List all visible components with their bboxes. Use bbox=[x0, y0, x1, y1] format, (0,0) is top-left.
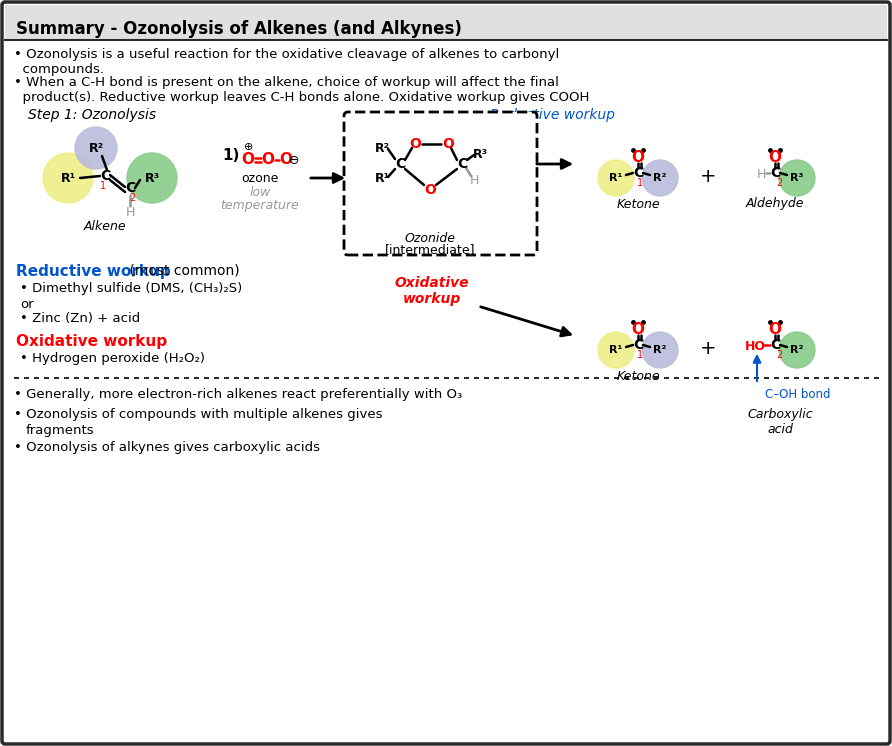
Text: R¹: R¹ bbox=[609, 345, 623, 355]
Text: ozone: ozone bbox=[242, 172, 278, 186]
Circle shape bbox=[75, 127, 117, 169]
Text: +: + bbox=[699, 166, 716, 186]
Text: Summary - Ozonolysis of Alkenes (and Alkynes): Summary - Ozonolysis of Alkenes (and Alk… bbox=[16, 20, 462, 38]
Text: H: H bbox=[756, 169, 765, 181]
Text: 1: 1 bbox=[637, 178, 643, 188]
Text: Ketone: Ketone bbox=[616, 369, 660, 383]
Text: R²: R² bbox=[375, 142, 390, 154]
Text: Oxidative
workup: Oxidative workup bbox=[395, 276, 469, 306]
Text: R²: R² bbox=[653, 345, 666, 355]
Text: R²: R² bbox=[653, 173, 666, 183]
Circle shape bbox=[779, 332, 815, 368]
Text: O: O bbox=[442, 137, 454, 151]
Text: ⊕: ⊕ bbox=[244, 142, 253, 152]
Text: Carboxylic
acid: Carboxylic acid bbox=[747, 408, 813, 436]
Text: H: H bbox=[125, 207, 135, 219]
Text: Oxidative workup: Oxidative workup bbox=[16, 334, 167, 349]
Text: O: O bbox=[632, 149, 645, 165]
Text: R³: R³ bbox=[145, 172, 160, 184]
Text: ⊖: ⊖ bbox=[289, 154, 299, 166]
Text: R²: R² bbox=[790, 345, 804, 355]
Text: • Hydrogen peroxide (H₂O₂): • Hydrogen peroxide (H₂O₂) bbox=[20, 352, 205, 365]
Circle shape bbox=[642, 332, 678, 368]
Text: C: C bbox=[770, 166, 780, 180]
FancyBboxPatch shape bbox=[5, 5, 887, 40]
Text: • Ozonolysis of compounds with multiple alkenes gives: • Ozonolysis of compounds with multiple … bbox=[14, 408, 383, 421]
Text: • Generally, more electron-rich alkenes react preferentially with O₃: • Generally, more electron-rich alkenes … bbox=[14, 388, 462, 401]
Text: R²: R² bbox=[88, 142, 103, 154]
Text: C: C bbox=[457, 157, 467, 171]
Circle shape bbox=[43, 153, 93, 203]
Text: C: C bbox=[100, 169, 110, 183]
Text: temperature: temperature bbox=[220, 198, 300, 212]
Text: (most common): (most common) bbox=[125, 264, 239, 278]
Text: +: + bbox=[699, 339, 716, 357]
Text: C: C bbox=[633, 166, 643, 180]
Text: R³: R³ bbox=[473, 148, 488, 160]
Circle shape bbox=[598, 332, 634, 368]
Text: fragments: fragments bbox=[26, 424, 95, 437]
Text: • When a C-H bond is present on the alkene, choice of workup will affect the fin: • When a C-H bond is present on the alke… bbox=[14, 76, 559, 89]
Text: HO: HO bbox=[745, 339, 765, 353]
Text: R³: R³ bbox=[790, 173, 804, 183]
Circle shape bbox=[127, 153, 177, 203]
Text: C: C bbox=[125, 181, 135, 195]
FancyBboxPatch shape bbox=[344, 112, 537, 255]
Text: O: O bbox=[261, 152, 275, 168]
Text: • Ozonolysis is a useful reaction for the oxidative cleavage of alkenes to carbo: • Ozonolysis is a useful reaction for th… bbox=[14, 48, 559, 61]
Text: Ketone: Ketone bbox=[616, 198, 660, 210]
Text: 2: 2 bbox=[776, 178, 782, 188]
Text: C: C bbox=[770, 338, 780, 352]
Text: Step 1: Ozonolysis: Step 1: Ozonolysis bbox=[28, 108, 156, 122]
Text: 1): 1) bbox=[222, 148, 239, 163]
Text: O: O bbox=[409, 137, 421, 151]
Text: O: O bbox=[279, 152, 293, 168]
Text: 1: 1 bbox=[100, 181, 106, 191]
Text: R¹: R¹ bbox=[375, 172, 390, 184]
Text: R¹: R¹ bbox=[61, 172, 76, 184]
Text: 1: 1 bbox=[637, 350, 643, 360]
Text: O: O bbox=[769, 322, 781, 336]
Text: O: O bbox=[632, 322, 645, 336]
Text: or: or bbox=[20, 298, 34, 311]
Text: low: low bbox=[249, 186, 270, 198]
Text: C: C bbox=[395, 157, 405, 171]
Text: product(s). Reductive workup leaves C-H bonds alone. Oxidative workup gives COOH: product(s). Reductive workup leaves C-H … bbox=[14, 91, 590, 104]
Text: Alkene: Alkene bbox=[84, 221, 127, 233]
Text: Reductive workup: Reductive workup bbox=[490, 108, 615, 122]
Circle shape bbox=[779, 160, 815, 196]
Text: Reductive workup: Reductive workup bbox=[16, 264, 170, 279]
Text: • Zinc (Zn) + acid: • Zinc (Zn) + acid bbox=[20, 312, 140, 325]
Text: C–OH bond: C–OH bond bbox=[765, 388, 830, 401]
Text: [intermediate]: [intermediate] bbox=[384, 243, 475, 257]
Circle shape bbox=[642, 160, 678, 196]
Text: O: O bbox=[769, 149, 781, 165]
Text: O: O bbox=[242, 152, 254, 168]
Text: Aldehyde: Aldehyde bbox=[746, 198, 805, 210]
Text: Ozonide: Ozonide bbox=[404, 231, 456, 245]
Text: C: C bbox=[633, 338, 643, 352]
Text: R¹: R¹ bbox=[609, 173, 623, 183]
Text: • Dimethyl sulfide (DMS, (CH₃)₂S): • Dimethyl sulfide (DMS, (CH₃)₂S) bbox=[20, 282, 243, 295]
Circle shape bbox=[598, 160, 634, 196]
Text: H: H bbox=[469, 174, 479, 186]
Text: 2: 2 bbox=[128, 193, 135, 203]
Text: • Ozonolysis of alkynes gives carboxylic acids: • Ozonolysis of alkynes gives carboxylic… bbox=[14, 441, 320, 454]
Text: O: O bbox=[424, 183, 436, 197]
Text: compounds.: compounds. bbox=[14, 63, 104, 76]
Text: 2: 2 bbox=[776, 350, 782, 360]
